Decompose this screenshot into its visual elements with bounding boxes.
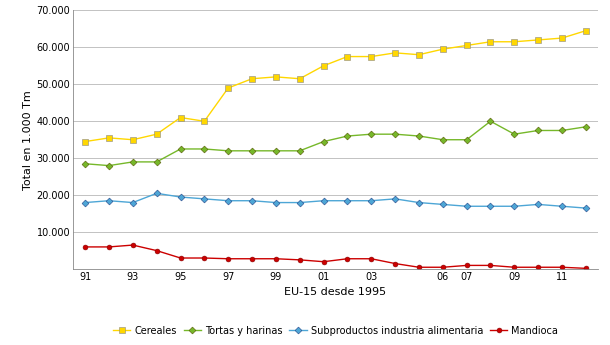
- Line: Subproductos industria alimentaria: Subproductos industria alimentaria: [83, 191, 588, 210]
- Mandioca: [558, 265, 565, 269]
- Line: Cereales: Cereales: [82, 28, 589, 145]
- Subproductos industria alimentaria: [558, 204, 565, 208]
- Subproductos industria alimentaria: [463, 204, 470, 208]
- Tortas y harinas: [511, 132, 518, 136]
- Tortas y harinas: [582, 125, 589, 129]
- Cereales: [392, 51, 399, 55]
- Cereales: [201, 119, 208, 123]
- Subproductos industria alimentaria: [439, 202, 447, 206]
- Tortas y harinas: [129, 160, 137, 164]
- Subproductos industria alimentaria: [534, 202, 542, 206]
- Cereales: [415, 53, 423, 57]
- Subproductos industria alimentaria: [511, 204, 518, 208]
- Mandioca: [582, 266, 589, 270]
- Subproductos industria alimentaria: [392, 197, 399, 201]
- Tortas y harinas: [392, 132, 399, 136]
- Tortas y harinas: [320, 139, 327, 144]
- Cereales: [177, 116, 184, 120]
- Tortas y harinas: [296, 149, 303, 153]
- Subproductos industria alimentaria: [368, 199, 375, 203]
- Cereales: [106, 136, 113, 140]
- Tortas y harinas: [201, 147, 208, 151]
- Cereales: [320, 64, 327, 68]
- Cereales: [344, 55, 351, 59]
- Mandioca: [106, 245, 113, 249]
- Tortas y harinas: [344, 134, 351, 138]
- Tortas y harinas: [82, 162, 89, 166]
- Tortas y harinas: [463, 138, 470, 142]
- Mandioca: [534, 265, 542, 269]
- Mandioca: [487, 263, 494, 267]
- Cereales: [582, 29, 589, 33]
- Subproductos industria alimentaria: [82, 200, 89, 205]
- Tortas y harinas: [106, 164, 113, 168]
- Mandioca: [82, 245, 89, 249]
- Mandioca: [201, 256, 208, 260]
- Cereales: [558, 36, 565, 40]
- Mandioca: [439, 265, 447, 269]
- Subproductos industria alimentaria: [177, 195, 184, 199]
- X-axis label: EU-15 desde 1995: EU-15 desde 1995: [284, 287, 387, 297]
- Mandioca: [177, 256, 184, 260]
- Mandioca: [296, 258, 303, 262]
- Subproductos industria alimentaria: [344, 199, 351, 203]
- Mandioca: [368, 257, 375, 261]
- Tortas y harinas: [224, 149, 232, 153]
- Subproductos industria alimentaria: [153, 191, 160, 195]
- Subproductos industria alimentaria: [582, 206, 589, 210]
- Mandioca: [344, 257, 351, 261]
- Tortas y harinas: [272, 149, 279, 153]
- Cereales: [511, 40, 518, 44]
- Mandioca: [248, 257, 256, 261]
- Subproductos industria alimentaria: [296, 200, 303, 205]
- Tortas y harinas: [248, 149, 256, 153]
- Y-axis label: Total en 1.000 Tm: Total en 1.000 Tm: [23, 90, 32, 190]
- Tortas y harinas: [415, 134, 423, 138]
- Cereales: [272, 75, 279, 79]
- Subproductos industria alimentaria: [106, 199, 113, 203]
- Tortas y harinas: [439, 138, 447, 142]
- Mandioca: [224, 257, 232, 261]
- Tortas y harinas: [177, 147, 184, 151]
- Cereales: [463, 43, 470, 48]
- Mandioca: [272, 257, 279, 261]
- Subproductos industria alimentaria: [320, 199, 327, 203]
- Tortas y harinas: [558, 128, 565, 132]
- Cereales: [296, 77, 303, 81]
- Line: Tortas y harinas: Tortas y harinas: [83, 119, 588, 168]
- Tortas y harinas: [534, 128, 542, 132]
- Mandioca: [129, 243, 137, 247]
- Subproductos industria alimentaria: [129, 200, 137, 205]
- Legend: Cereales, Tortas y harinas, Subproductos industria alimentaria, Mandioca: Cereales, Tortas y harinas, Subproductos…: [113, 326, 558, 336]
- Cereales: [534, 38, 542, 42]
- Subproductos industria alimentaria: [248, 199, 256, 203]
- Mandioca: [463, 263, 470, 267]
- Mandioca: [511, 265, 518, 269]
- Tortas y harinas: [153, 160, 160, 164]
- Cereales: [224, 86, 232, 90]
- Subproductos industria alimentaria: [415, 200, 423, 205]
- Mandioca: [392, 262, 399, 266]
- Line: Mandioca: Mandioca: [83, 243, 588, 271]
- Cereales: [248, 77, 256, 81]
- Tortas y harinas: [487, 119, 494, 123]
- Subproductos industria alimentaria: [272, 200, 279, 205]
- Cereales: [129, 138, 137, 142]
- Mandioca: [153, 248, 160, 253]
- Cereales: [368, 55, 375, 59]
- Subproductos industria alimentaria: [487, 204, 494, 208]
- Cereales: [487, 40, 494, 44]
- Subproductos industria alimentaria: [201, 197, 208, 201]
- Cereales: [153, 132, 160, 136]
- Subproductos industria alimentaria: [224, 199, 232, 203]
- Tortas y harinas: [368, 132, 375, 136]
- Cereales: [82, 139, 89, 144]
- Mandioca: [415, 265, 423, 269]
- Cereales: [439, 47, 447, 51]
- Mandioca: [320, 260, 327, 264]
